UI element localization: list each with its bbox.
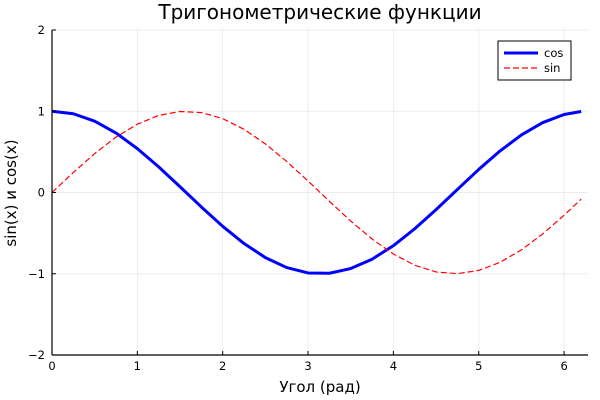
legend-label-sin: sin	[544, 61, 560, 75]
x-tick-label: 3	[304, 359, 311, 373]
chart-title: Тригонометрические функции	[157, 0, 481, 24]
legend-box	[497, 40, 572, 81]
y-tick-label: 1	[38, 104, 45, 118]
x-tick-label: 5	[475, 359, 482, 373]
series-group	[51, 109, 582, 275]
x-tick-label: 1	[134, 359, 141, 373]
y-tick-label: −1	[28, 267, 45, 281]
series-line-sin	[51, 110, 582, 275]
series-line-cos	[51, 109, 582, 275]
x-tick-label: 6	[560, 359, 567, 373]
ticks: 0 1 2 3 4 5 6 −2 −1 0 1 2	[28, 23, 568, 373]
y-tick-label: −2	[28, 348, 45, 362]
y-tick-label: 2	[38, 23, 45, 37]
x-tick-label: 2	[219, 359, 226, 373]
y-axis-label: sin(x) и cos(x)	[2, 139, 20, 246]
y-tick-label: 0	[38, 186, 45, 200]
legend-label-cos: cos	[544, 46, 563, 60]
x-axis-label: Угол (рад)	[279, 378, 360, 396]
x-tick-label: 0	[48, 359, 55, 373]
x-tick-label: 4	[390, 359, 397, 373]
